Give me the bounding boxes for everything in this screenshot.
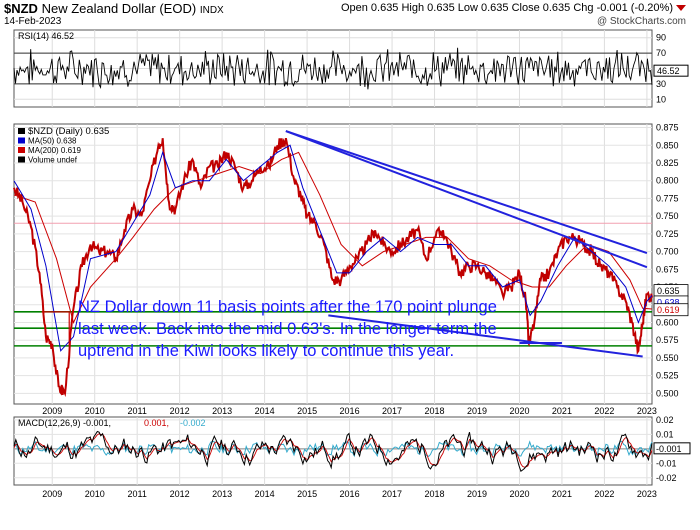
price-tick-label: 0.725	[656, 229, 679, 239]
price-tick-label: 0.700	[656, 247, 679, 257]
macd-tick-label: 0.01	[656, 429, 674, 439]
macd-x-tick-label: 2015	[297, 489, 317, 499]
ma50-value-label: 0.638	[657, 297, 680, 307]
symbol: $NZD	[4, 1, 38, 16]
ohlc-text: Open 0.635 High 0.635 Low 0.635 Close 0.…	[340, 2, 673, 14]
price-x-tick-label: 2020	[509, 406, 529, 416]
price-x-tick-label: 2015	[297, 406, 317, 416]
rsi-tick-label: 30	[656, 79, 666, 89]
price-x-tick-label: 2021	[552, 406, 572, 416]
macd-signal-value: 0.001,	[144, 418, 169, 428]
legend-swatch	[18, 128, 25, 134]
price-tick-label: 0.800	[656, 176, 679, 186]
annotation-line-1: NZ Dollar down 11 basis points after the…	[78, 298, 497, 316]
price-x-tick-label: 2013	[212, 406, 232, 416]
trendline	[285, 130, 648, 254]
rsi-tick-label: 10	[656, 94, 666, 104]
chart-title: $NZD New Zealand Dollar (EOD) INDX	[4, 1, 224, 16]
macd-x-tick-label: 2016	[340, 489, 360, 499]
price-tick-label: 0.500	[656, 388, 679, 398]
price-x-tick-label: 2014	[255, 406, 275, 416]
macd-x-tick-label: 2014	[255, 489, 275, 499]
macd-x-tick-label: 2018	[425, 489, 445, 499]
annotation-text: NZ Dollar down 11 basis points after the…	[78, 296, 578, 362]
rsi-tick-label: 70	[656, 48, 666, 58]
ma200-line	[13, 151, 653, 324]
ohlc-readout: Open 0.635 High 0.635 Low 0.635 Close 0.…	[341, 2, 686, 14]
price-tick-label: 0.525	[656, 371, 679, 381]
exchange: INDX	[199, 5, 224, 16]
price-x-tick-label: 2017	[382, 406, 402, 416]
price-legend-label: $NZD (Daily) 0.635	[28, 126, 109, 137]
price-tick-label: 0.750	[656, 211, 679, 221]
price-x-tick-label: 2023	[637, 406, 657, 416]
macd-value-label: -0.001	[656, 444, 682, 454]
macd-x-tick-label: 2012	[170, 489, 190, 499]
price-line	[13, 138, 653, 398]
price-x-tick-label: 2022	[594, 406, 614, 416]
trendline	[285, 130, 648, 269]
date-label: 14-Feb-2023	[4, 16, 62, 27]
macd-x-tick-label: 2020	[509, 489, 529, 499]
instrument-name: New Zealand Dollar (EOD)	[41, 1, 197, 16]
legend-swatch	[18, 156, 25, 163]
macd-x-tick-label: 2019	[467, 489, 487, 499]
macd-x-tick-label: 2009	[42, 489, 62, 499]
price-x-tick-label: 2009	[42, 406, 62, 416]
macd-x-tick-label: 2022	[594, 489, 614, 499]
annotation-line-3: uptrend in the Kiwi looks likely to cont…	[78, 342, 455, 360]
macd-x-tick-label: 2017	[382, 489, 402, 499]
price-value-label: 0.635	[657, 286, 680, 296]
ma200-value-label-box	[653, 303, 689, 317]
price-x-tick-label: 2012	[170, 406, 190, 416]
rsi-tick-label: 90	[656, 33, 666, 43]
macd-hist-value: -0.002	[180, 418, 206, 428]
rsi-title: RSI(14) 46.52	[18, 31, 74, 41]
legend-swatch	[18, 147, 25, 153]
macd-tick-label: 0.02	[656, 415, 674, 425]
macd-x-tick-label: 2023	[637, 489, 657, 499]
legend-swatch	[18, 137, 25, 144]
price-x-tick-label: 2019	[467, 406, 487, 416]
price-tick-label: 0.575	[656, 335, 679, 345]
macd-line	[13, 430, 653, 472]
macd-x-tick-label: 2013	[212, 489, 232, 499]
price-x-tick-label: 2010	[85, 406, 105, 416]
price-tick-label: 0.550	[656, 353, 679, 363]
macd-x-tick-label: 2021	[552, 489, 572, 499]
price-x-tick-label: 2016	[340, 406, 360, 416]
ma200-value-label: 0.619	[657, 305, 680, 315]
macd-tick-label: -0.02	[656, 473, 677, 483]
macd-title: MACD(12,26,9) -0.001,	[18, 418, 111, 428]
price-tick-label: 0.775	[656, 193, 679, 203]
price-legend-label: Volume undef	[28, 156, 78, 165]
annotation-line-2: last week. Back into the mid 0.63's. In …	[78, 320, 497, 338]
trough-marker	[41, 311, 70, 346]
price-tick-label: 0.850	[656, 140, 679, 150]
price-x-tick-label: 2018	[425, 406, 445, 416]
rsi-value-label: 46.52	[657, 66, 680, 76]
rsi-line	[13, 47, 653, 90]
price-tick-label: 0.600	[656, 317, 679, 327]
price-tick-label: 0.675	[656, 264, 679, 274]
source-label: @ StockCharts.com	[596, 16, 686, 27]
price-x-tick-label: 2011	[128, 406, 147, 416]
price-legend-label: MA(50) 0.638	[28, 137, 77, 146]
macd-panel-frame	[13, 416, 653, 486]
ma50-line	[13, 144, 653, 352]
macd-tick-label: -0.01	[656, 458, 677, 468]
price-tick-label: 0.825	[656, 158, 679, 168]
price-tick-label: 0.875	[656, 123, 679, 133]
macd-x-tick-label: 2011	[128, 489, 147, 499]
price-legend-label: MA(200) 0.619	[28, 146, 81, 155]
down-arrow-icon	[676, 5, 686, 12]
trendline	[328, 314, 643, 358]
rsi-value-box	[653, 64, 689, 77]
macd-x-tick-label: 2010	[85, 489, 105, 499]
macd-value-box	[653, 442, 691, 455]
